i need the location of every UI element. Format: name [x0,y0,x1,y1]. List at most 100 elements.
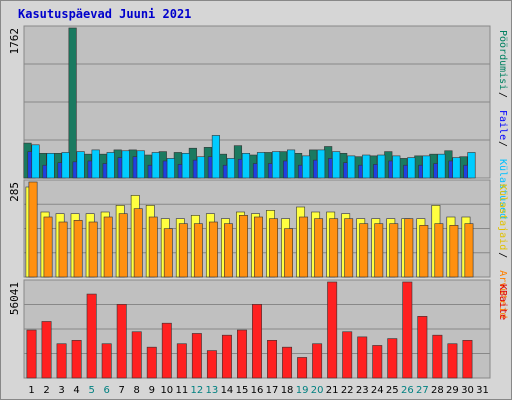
bar-middle-Arvuteid-day-4 [74,220,82,277]
bar-middle-Arvuteid-day-29 [450,225,458,277]
bar-top-Külastused-day-20 [317,150,325,178]
bar-top-Külastused-day-12 [197,157,205,178]
bar-bottom-KBaite-day-12 [192,333,201,378]
bar-top-Külastused-day-28 [438,154,446,178]
bar-middle-Arvuteid-day-26 [405,219,413,277]
x-tick-label-25: 25 [386,385,399,396]
bar-bottom-KBaite-day-3 [57,344,66,378]
bar-middle-Arvuteid-day-24 [375,224,383,277]
bar-middle-Arvuteid-day-16 [254,217,262,277]
bar-top-Külastused-day-6 [107,152,115,178]
bar-middle-Arvuteid-day-14 [224,224,232,277]
x-tick-label-9: 9 [149,385,155,396]
bar-bottom-KBaite-day-11 [177,344,186,378]
bar-middle-Arvuteid-day-23 [360,224,368,277]
panel-bottom-ymax-label: 56041 [8,282,21,315]
bar-bottom-KBaite-day-26 [403,282,412,378]
bar-top-Külastused-day-5 [92,150,100,178]
bar-bottom-KBaite-day-10 [162,323,171,378]
bar-top-Külastused-day-24 [378,155,386,178]
x-tick-label-2: 2 [43,385,49,396]
bar-middle-Arvuteid-day-30 [465,224,473,277]
bar-middle-Arvuteid-day-1 [29,182,37,277]
bar-middle-Arvuteid-day-22 [345,219,353,277]
bar-top-Külastused-day-8 [137,151,145,178]
x-tick-label-23: 23 [356,385,369,396]
bar-bottom-KBaite-day-29 [448,344,457,378]
legend-bottom-KBaite: KBaite [497,284,508,320]
x-tick-label-5: 5 [88,385,94,396]
x-tick-label-14: 14 [221,385,234,396]
bar-top-Külastused-day-11 [182,153,190,178]
bar-top-Külastused-day-13 [212,135,220,178]
bar-middle-Arvuteid-day-5 [89,222,97,277]
x-tick-label-3: 3 [58,385,64,396]
bar-bottom-KBaite-day-1 [27,330,36,378]
x-tick-label-28: 28 [431,385,444,396]
bar-top-Külastused-day-27 [423,156,431,178]
bar-top-Külastused-day-25 [393,156,401,178]
x-tick-label-20: 20 [311,385,324,396]
bar-top-Külastused-day-26 [408,158,416,178]
panel-top-ymax-label: 1762 [8,28,21,55]
x-tick-label-29: 29 [446,385,459,396]
bar-middle-Arvuteid-day-19 [299,217,307,277]
bar-top-Külastused-day-29 [453,158,461,178]
bar-bottom-KBaite-day-5 [87,294,96,378]
bar-bottom-KBaite-day-25 [388,339,397,378]
bar-bottom-KBaite-day-14 [222,335,231,378]
bar-bottom-KBaite-day-28 [433,335,442,378]
bar-top-Külastused-day-30 [468,152,476,178]
x-tick-label-7: 7 [119,385,125,396]
bar-top-Pöördumisi-day-4 [69,28,77,178]
legend-top-Pöördumisi: Pöördumisi [497,30,508,90]
bar-bottom-KBaite-day-9 [147,347,156,378]
bar-middle-Arvuteid-day-12 [194,224,202,277]
bar-top-Külastused-day-23 [362,155,370,178]
bar-bottom-KBaite-day-20 [312,344,321,378]
bar-bottom-KBaite-day-13 [207,351,216,378]
bar-bottom-KBaite-day-6 [102,344,111,378]
bar-top-Külastused-day-19 [302,156,310,178]
bar-middle-Arvuteid-day-21 [330,219,338,277]
x-tick-label-30: 30 [461,385,474,396]
bar-bottom-KBaite-day-4 [72,340,81,378]
bar-bottom-KBaite-day-23 [358,337,367,378]
bar-top-Külastused-day-9 [152,152,160,178]
bar-bottom-KBaite-day-30 [463,340,472,378]
bar-bottom-KBaite-day-15 [237,330,246,378]
x-tick-label-15: 15 [236,385,249,396]
bar-top-Külastused-day-4 [77,152,85,178]
x-tick-label-27: 27 [416,385,429,396]
bar-top-Külastused-day-17 [272,152,280,178]
x-tick-label-22: 22 [341,385,354,396]
bar-bottom-KBaite-day-16 [252,304,261,378]
bar-top-Külastused-day-18 [287,150,295,178]
bar-top-Külastused-day-3 [62,152,70,178]
bar-bottom-KBaite-day-27 [418,316,427,378]
bar-middle-Arvuteid-day-8 [134,209,142,277]
bar-bottom-KBaite-day-7 [117,304,126,378]
bar-middle-Arvuteid-day-15 [239,215,247,277]
x-tick-label-1: 1 [28,385,34,396]
bar-bottom-KBaite-day-18 [282,347,291,378]
bar-bottom-KBaite-day-2 [42,321,51,378]
x-tick-label-12: 12 [191,385,204,396]
bar-bottom-KBaite-day-17 [267,340,276,378]
legend-top-Faile: Faile [497,110,508,140]
x-tick-label-19: 19 [296,385,309,396]
bar-middle-Arvuteid-day-10 [164,229,172,277]
bar-top-Külastused-day-2 [47,153,55,178]
bar-middle-Arvuteid-day-17 [269,219,277,277]
legend-middle-separator-1: / [497,252,508,258]
bar-middle-Arvuteid-day-13 [209,222,217,277]
bar-middle-Arvuteid-day-27 [420,225,428,277]
bar-middle-Arvuteid-day-2 [44,217,52,277]
x-tick-label-21: 21 [326,385,339,396]
legend-middle-Külastajaid: Külastajaid [497,184,508,250]
x-tick-label-16: 16 [251,385,264,396]
bar-bottom-KBaite-day-19 [297,357,306,378]
bar-middle-Arvuteid-day-9 [149,217,157,277]
bar-middle-Arvuteid-day-20 [314,219,322,277]
legend-top-separator-2: / [497,141,508,147]
